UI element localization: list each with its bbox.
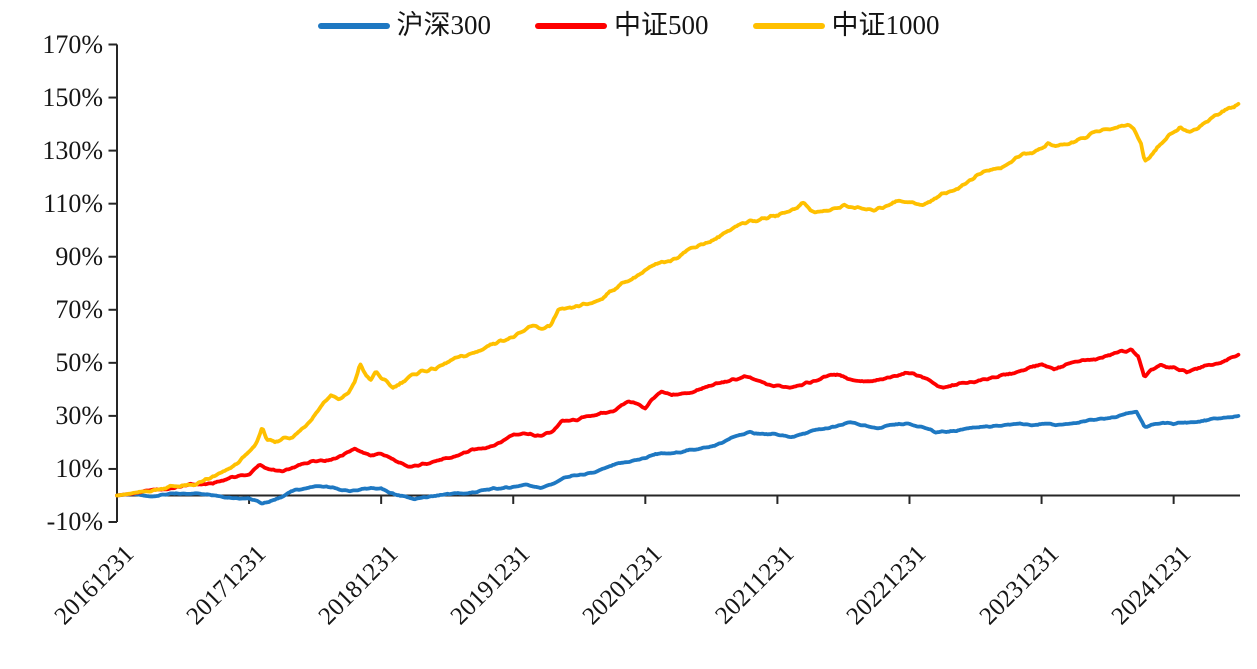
- series-line-hs300: [115, 409, 1241, 506]
- y-tick-label: 30%: [55, 400, 103, 430]
- y-tick-label: 70%: [55, 294, 103, 324]
- y-tick-label: 50%: [55, 347, 103, 377]
- series-line-zz1000: [115, 102, 1241, 498]
- y-tick-label: 130%: [42, 135, 103, 165]
- y-tick-label: 150%: [42, 82, 103, 112]
- y-tick-label: 110%: [43, 188, 103, 218]
- y-tick-label: -10%: [46, 507, 103, 536]
- y-tick-label: 10%: [55, 453, 103, 483]
- series-line-zz500: [115, 347, 1241, 498]
- y-tick-label: 90%: [55, 241, 103, 271]
- y-tick-label: 170%: [42, 29, 103, 59]
